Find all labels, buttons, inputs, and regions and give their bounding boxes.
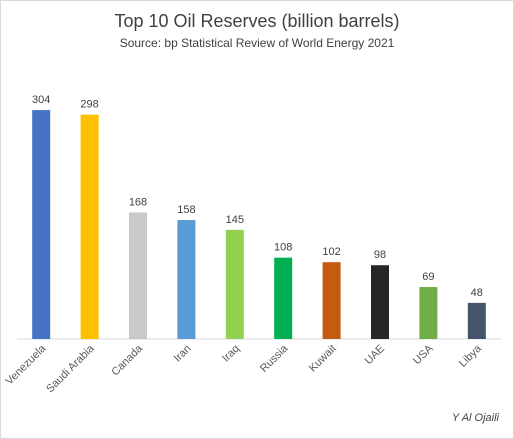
bar-iran (177, 220, 196, 339)
x-tick-label-canada: Canada (109, 342, 145, 378)
author-credit: Y Al Ojaili (451, 412, 499, 424)
bar-venezuela (32, 110, 51, 339)
bar-iraq (225, 229, 244, 339)
data-label-iran: 158 (177, 204, 195, 216)
x-tick-label-uae: UAE (363, 343, 387, 367)
bar-uae (371, 265, 389, 339)
data-label-iraq: 145 (226, 214, 244, 226)
data-label-usa: 69 (422, 271, 434, 283)
bar-libya (467, 302, 486, 339)
x-tick-label-iran: Iran (172, 343, 194, 365)
x-tick-label-kuwait: Kuwait (307, 343, 339, 375)
bar-russia (274, 257, 293, 339)
data-label-saudi-arabia: 298 (80, 99, 98, 111)
data-label-libya: 48 (471, 287, 483, 299)
chart-subtitle: Source: bp Statistical Review of World E… (119, 36, 395, 50)
x-tick-label-venezuela: Venezuela (3, 342, 48, 387)
data-label-russia: 108 (274, 242, 292, 254)
x-tick-label-iraq: Iraq (220, 343, 242, 365)
data-label-venezuela: 304 (32, 94, 50, 106)
x-tick-label-libya: Libya (457, 342, 485, 370)
bar-usa (419, 287, 438, 339)
x-tick-label-saudi-arabia: Saudi Arabia (44, 342, 97, 395)
x-tick-label-russia: Russia (258, 342, 291, 375)
bar-saudi-arabia (80, 114, 99, 339)
data-label-canada: 168 (129, 197, 147, 209)
chart-title: Top 10 Oil Reserves (billion barrels) (114, 11, 400, 31)
bar-canada (129, 212, 147, 339)
data-label-kuwait: 102 (322, 246, 340, 258)
bar-kuwait (322, 262, 341, 339)
x-tick-label-usa: USA (411, 342, 436, 367)
data-label-uae: 98 (374, 249, 386, 261)
